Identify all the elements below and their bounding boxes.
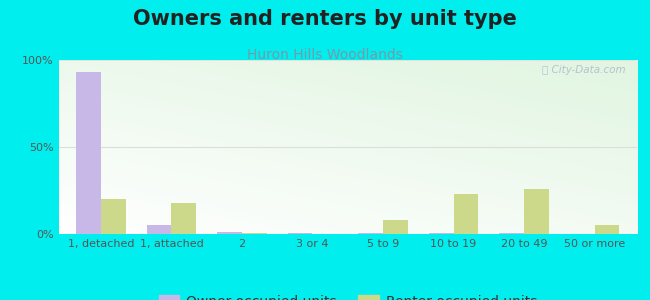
Bar <box>172 203 196 234</box>
Bar <box>524 189 549 234</box>
Bar <box>76 72 101 234</box>
Legend: Owner occupied units, Renter occupied units: Owner occupied units, Renter occupied un… <box>153 290 543 300</box>
Bar <box>242 233 266 234</box>
Bar <box>288 233 313 234</box>
Bar <box>383 220 408 234</box>
Bar <box>499 233 524 234</box>
Bar <box>101 199 125 234</box>
Text: ⓘ City-Data.com: ⓘ City-Data.com <box>542 65 625 75</box>
Bar <box>454 194 478 234</box>
Bar <box>429 233 454 234</box>
Bar <box>217 232 242 234</box>
Bar <box>147 225 172 234</box>
Bar <box>358 233 383 234</box>
Text: Owners and renters by unit type: Owners and renters by unit type <box>133 9 517 29</box>
Bar <box>595 225 619 234</box>
Text: Huron Hills Woodlands: Huron Hills Woodlands <box>247 48 403 62</box>
